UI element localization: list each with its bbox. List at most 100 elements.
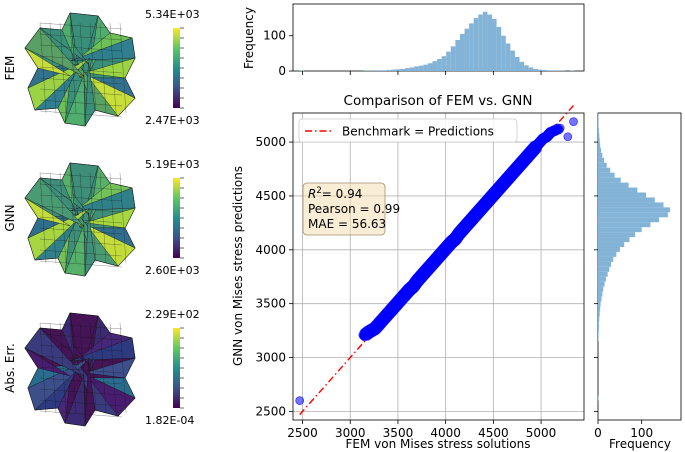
histogram-bar — [598, 147, 602, 153]
mesh-edge — [39, 399, 123, 407]
mesh-edge — [39, 66, 123, 74]
mesh-facet — [69, 12, 99, 79]
mesh-edge — [39, 110, 123, 118]
colorbar-max: 5.19E+03 — [145, 158, 200, 171]
mesh-edge — [39, 344, 123, 352]
mesh-edge — [99, 172, 107, 264]
mesh-facet — [69, 162, 99, 229]
right-hist-x-tick-label: 100 — [630, 426, 653, 440]
y-axis-label: GNN von Mises stress predictions — [231, 166, 245, 366]
histogram-bar — [598, 202, 664, 208]
right-histogram: Frequency 0 100 — [594, 112, 682, 451]
histogram-bar — [598, 232, 636, 238]
histogram-bar — [414, 66, 419, 71]
mesh-edge — [79, 322, 87, 414]
colorbar-min: 1.82E-04 — [145, 414, 194, 427]
scatter-point — [546, 128, 555, 137]
mesh-edge — [39, 55, 123, 63]
histogram-bar — [598, 247, 620, 252]
scatter-point — [295, 396, 305, 405]
histogram-bar — [533, 68, 538, 71]
histogram-bar — [598, 137, 600, 143]
mesh-edge — [39, 205, 123, 213]
mesh-facet — [84, 362, 96, 427]
mesh-edge — [39, 88, 123, 96]
x-axis-label: FEM von Mises stress solutions — [345, 437, 530, 451]
mae-value: MAE = 56.63 — [308, 217, 386, 231]
mesh-facet — [61, 12, 75, 59]
mesh-facet — [24, 47, 71, 77]
mesh-edge — [59, 172, 67, 264]
histogram-bar — [478, 14, 483, 71]
mesh-edge — [39, 355, 123, 363]
mesh-facet — [84, 212, 96, 277]
histogram-bar — [598, 261, 612, 267]
histogram-bar — [598, 177, 621, 183]
scatter-chart: Comparison of FEM vs. GNN 2500 3000 3500 40… — [231, 93, 585, 451]
right-hist-x-tick-label: 0 — [594, 426, 602, 440]
y-tick-label: 5000 — [255, 135, 286, 149]
mesh-edge — [39, 260, 123, 268]
mesh-edge — [39, 366, 123, 374]
histogram-bar — [446, 51, 451, 71]
mesh-facet — [24, 197, 71, 227]
histogram-bar — [473, 18, 479, 71]
mesh-edge — [89, 22, 97, 114]
histogram-bar — [469, 23, 474, 71]
pearson-value: Pearson = 0.99 — [308, 202, 400, 216]
histogram-bar — [492, 18, 497, 72]
mesh-facet — [61, 162, 75, 209]
colorbar — [173, 178, 180, 258]
histogram-bar — [377, 70, 383, 71]
mesh-edge — [39, 22, 123, 30]
legend-entry: Benchmark = Predictions — [342, 125, 494, 139]
x-tick-label: 3000 — [335, 426, 366, 440]
histogram-bar — [537, 69, 543, 71]
top-hist-y-tick-label: 0 — [278, 64, 286, 78]
histogram-bar — [598, 212, 668, 218]
mesh-edge — [39, 322, 123, 330]
mesh-edge — [39, 249, 123, 257]
histogram-bar — [598, 271, 608, 277]
x-tick-label: 4500 — [478, 426, 509, 440]
mesh-edge — [39, 44, 123, 52]
histogram-bar — [524, 65, 529, 71]
mesh-row-label: Abs. Err. — [3, 343, 17, 393]
mesh-edge — [39, 172, 47, 264]
mesh-edge — [109, 22, 117, 114]
histogram-bar — [496, 26, 502, 72]
colorbar-min: 2.47E+03 — [145, 114, 200, 127]
histogram-bar — [598, 291, 603, 297]
y-tick-label: 3000 — [255, 351, 286, 365]
histogram-bar — [598, 256, 614, 262]
mesh-edge — [39, 216, 123, 224]
y-tick-label: 4500 — [255, 189, 286, 203]
mesh-facet — [69, 312, 99, 379]
x-tick-label: 2500 — [287, 426, 318, 440]
mesh-edge — [119, 172, 127, 264]
mesh-edge — [39, 99, 123, 107]
histogram-bar — [598, 222, 651, 228]
scatter-point — [359, 331, 368, 341]
colorbar-max: 2.29E+02 — [145, 308, 200, 321]
top-histogram: Frequency 0 100 — [242, 3, 585, 78]
mesh-panel: Abs. Err. 2.29E+02 1.82E-04 — [3, 308, 200, 427]
histogram-bar — [598, 197, 655, 203]
histogram-bar — [409, 67, 415, 71]
histogram-bar — [598, 157, 605, 163]
scatter-point — [555, 123, 565, 133]
mesh-edge — [39, 172, 123, 180]
histogram-bar — [528, 67, 534, 71]
histogram-bar — [598, 281, 605, 287]
legend-box — [298, 118, 518, 143]
mesh-facet — [84, 62, 96, 127]
mesh-edge — [69, 322, 77, 414]
histogram-bar — [598, 301, 601, 307]
histogram-bar — [598, 207, 671, 213]
mesh-edge — [99, 22, 107, 114]
histogram-bar — [598, 192, 647, 198]
histogram-bar — [546, 70, 552, 71]
histogram-bar — [598, 172, 615, 178]
histogram-bar — [391, 69, 396, 71]
